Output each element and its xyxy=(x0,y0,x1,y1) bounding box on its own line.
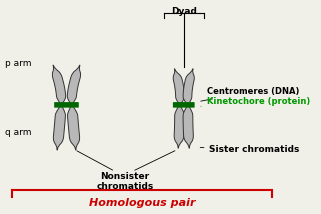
Text: Homologous pair: Homologous pair xyxy=(89,198,195,208)
Text: Sister chromatids: Sister chromatids xyxy=(200,145,300,154)
FancyBboxPatch shape xyxy=(173,102,195,108)
Text: q arm: q arm xyxy=(5,128,31,137)
Text: Centromeres (DNA): Centromeres (DNA) xyxy=(201,86,299,101)
Polygon shape xyxy=(183,69,194,105)
Text: Nonsister
chromatids: Nonsister chromatids xyxy=(97,172,154,191)
Polygon shape xyxy=(67,105,80,150)
Text: Dyad: Dyad xyxy=(171,7,197,16)
Text: p arm: p arm xyxy=(5,59,31,68)
Text: Kinetochore (protein): Kinetochore (protein) xyxy=(201,97,310,106)
Polygon shape xyxy=(183,105,193,148)
Polygon shape xyxy=(173,69,184,105)
FancyBboxPatch shape xyxy=(54,102,79,108)
Polygon shape xyxy=(174,105,185,148)
Polygon shape xyxy=(67,65,81,105)
Polygon shape xyxy=(53,105,65,150)
Polygon shape xyxy=(52,65,66,105)
